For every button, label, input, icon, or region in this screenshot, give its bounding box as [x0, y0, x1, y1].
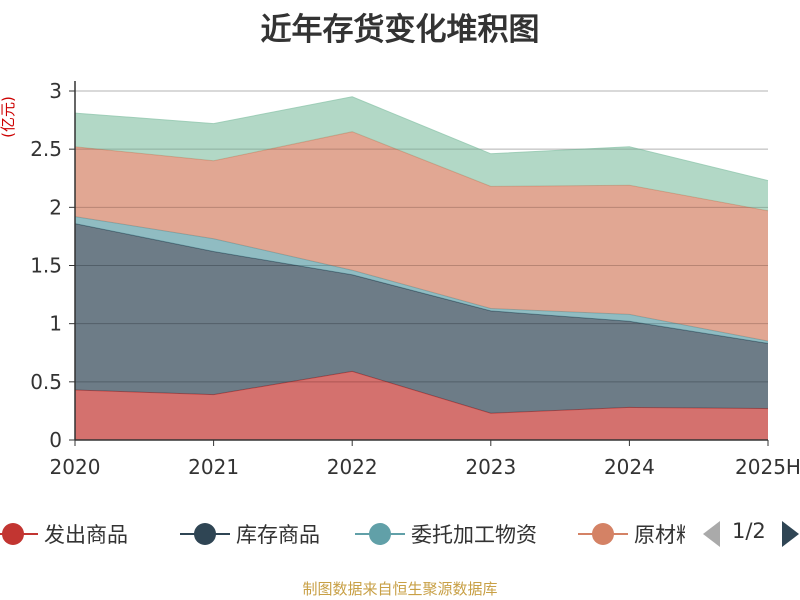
legend-swatch-icon: [355, 516, 405, 552]
legend-item[interactable]: 原材料: [578, 516, 685, 552]
area-series-1: [75, 223, 768, 414]
x-tick-label: 2024: [604, 455, 655, 479]
x-tick-label: 2023: [465, 455, 516, 479]
y-tick-label: 3: [49, 79, 62, 103]
area-series-3: [75, 131, 768, 342]
y-tick-label: 1.5: [30, 254, 62, 278]
legend-label: 发出商品: [44, 523, 128, 547]
legend-swatch-dot: [592, 523, 614, 545]
legend-pager: 1/2: [700, 516, 800, 552]
x-tick-label: 2022: [327, 455, 378, 479]
x-tick-label: 2020: [50, 455, 101, 479]
y-tick-label: 2.5: [30, 137, 62, 161]
data-source-note: 制图数据来自恒生聚源数据库: [302, 580, 498, 598]
legend-swatch-icon: [180, 516, 230, 552]
y-tick-label: 2: [49, 195, 62, 219]
legend-item[interactable]: 发出商品: [0, 516, 128, 552]
legend-swatch-icon: [578, 516, 628, 552]
legend-items: 发出商品 库存商品 委托加工物资 原材料: [0, 516, 685, 552]
stacked-area-chart: 0 0.5 1 1.5 2 2.5 3 2020 2021 2022 2023 2024 2025H: [30, 79, 800, 479]
legend-prev-page-icon[interactable]: [703, 521, 720, 547]
legend-swatch-icon: [0, 516, 38, 552]
area-series-4: [75, 96, 768, 211]
y-tick-label: 1: [49, 312, 62, 336]
legend-item[interactable]: 委托加工物资: [355, 516, 537, 552]
y-tick-label: 0: [49, 428, 62, 452]
legend-swatch-dot: [369, 523, 391, 545]
legend-label: 原材料: [634, 523, 685, 547]
area-series-0: [75, 371, 768, 440]
area-series-line-4: [74, 96, 769, 182]
legend-label: 库存商品: [236, 523, 320, 547]
area-series-line-1: [74, 223, 769, 344]
legend-page-indicator: 1/2: [732, 519, 766, 543]
chart-title: 近年存货变化堆积图: [260, 12, 540, 48]
legend-swatch-dot: [2, 523, 24, 545]
x-tick-label: 2021: [188, 455, 239, 479]
legend-swatch-dot: [194, 523, 216, 545]
x-tick-label: 2025H: [735, 455, 800, 479]
legend: 发出商品 库存商品 委托加工物资 原材料 1/2: [0, 516, 800, 552]
legend-next-page-icon[interactable]: [782, 521, 799, 547]
area-series-2: [75, 216, 768, 344]
y-axis-unit: (亿元): [0, 96, 17, 138]
y-tick-label: 0.5: [30, 370, 62, 394]
legend-item[interactable]: 库存商品: [180, 516, 320, 552]
y-axis-unit-label: (亿元): [0, 96, 17, 138]
legend-label: 委托加工物资: [411, 523, 537, 547]
